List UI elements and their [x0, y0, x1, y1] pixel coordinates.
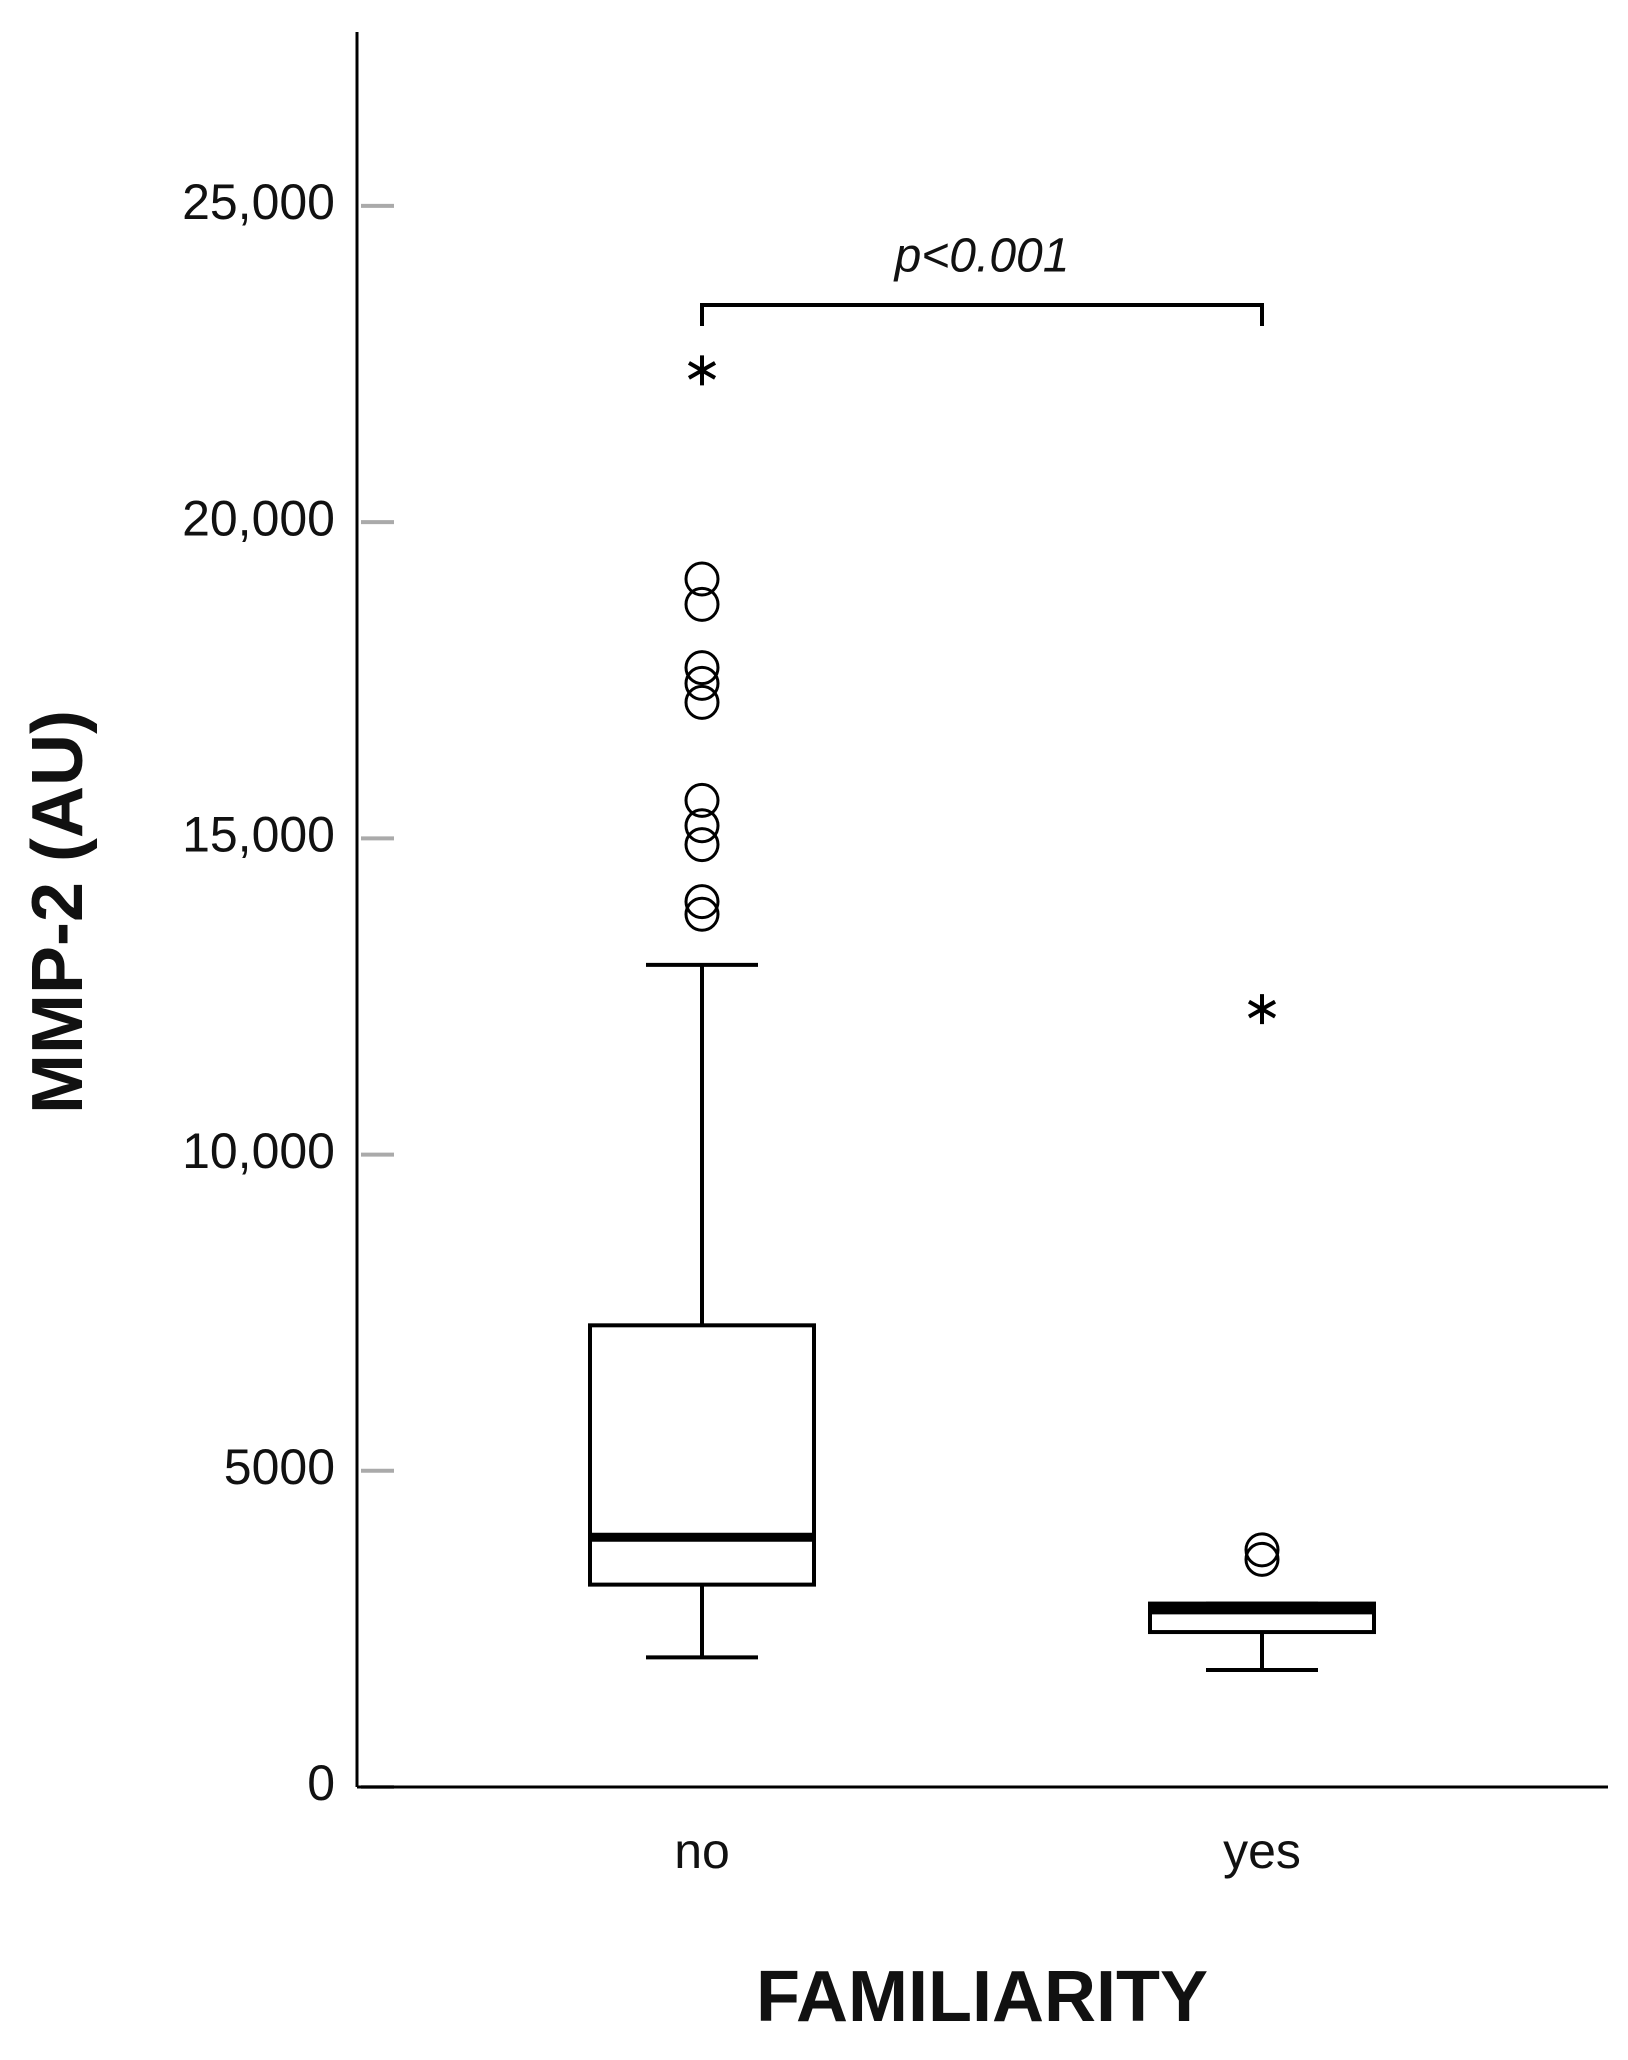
outlier [684, 586, 720, 622]
y-tick-label: 20,000 [182, 490, 335, 546]
y-tick-label: 0 [307, 1755, 335, 1811]
outlier [1244, 1541, 1280, 1577]
y-tick-label: 25,000 [182, 174, 335, 230]
box [588, 1323, 816, 1587]
significance-label: p<0.001 [893, 230, 1070, 283]
extreme [1247, 994, 1277, 1025]
outlier [684, 808, 720, 844]
x-tick-label: yes [1223, 1823, 1301, 1879]
outlier [684, 782, 720, 818]
outlier [1244, 1532, 1280, 1568]
outlier [684, 884, 720, 920]
outlier [684, 561, 720, 597]
outlier [684, 896, 720, 932]
outlier [684, 684, 720, 720]
y-axis-title: MMP-2 (AU) [18, 710, 98, 1114]
significance-bracket [700, 303, 1264, 326]
outlier [684, 827, 720, 863]
y-tick-label: 15,000 [182, 807, 335, 863]
x-axis-title: FAMILIARITY [756, 1957, 1208, 2037]
outlier [684, 650, 720, 686]
outlier [684, 665, 720, 701]
y-tick-label: 10,000 [182, 1123, 335, 1179]
extreme [687, 355, 717, 386]
y-tick-label: 5000 [224, 1439, 335, 1495]
x-tick-label: no [674, 1823, 730, 1879]
